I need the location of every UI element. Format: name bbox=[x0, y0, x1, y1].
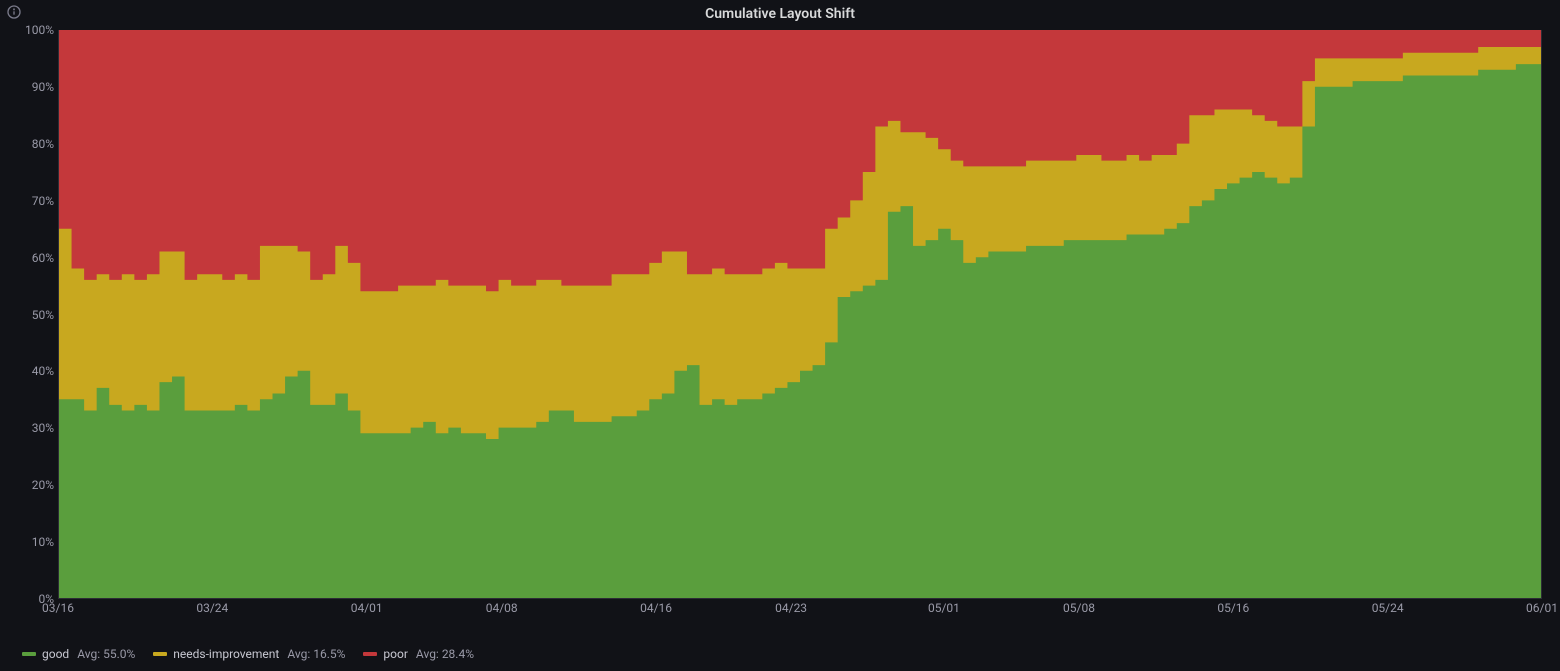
legend-item-needs[interactable]: needs-improvement Avg: 16.5% bbox=[153, 647, 345, 661]
x-tick-label: 04/08 bbox=[486, 601, 518, 615]
info-icon[interactable] bbox=[6, 4, 22, 20]
legend-swatch bbox=[22, 652, 36, 656]
legend-swatch bbox=[153, 652, 167, 656]
x-tick-label: 06/01 bbox=[1526, 601, 1558, 615]
y-tick-label: 20% bbox=[32, 478, 54, 492]
y-tick-label: 40% bbox=[32, 364, 54, 378]
y-tick-label: 80% bbox=[32, 137, 54, 151]
y-tick-label: 100% bbox=[25, 23, 54, 37]
legend: good Avg: 55.0% needs-improvement Avg: 16… bbox=[22, 647, 474, 661]
y-tick-label: 70% bbox=[32, 194, 54, 208]
legend-item-good[interactable]: good Avg: 55.0% bbox=[22, 647, 135, 661]
legend-stat: Avg: 55.0% bbox=[77, 647, 135, 661]
panel-title: Cumulative Layout Shift bbox=[0, 0, 1560, 28]
x-tick-label: 04/16 bbox=[640, 601, 672, 615]
x-tick-label: 04/01 bbox=[351, 601, 383, 615]
y-tick-label: 10% bbox=[32, 535, 54, 549]
legend-label: poor bbox=[383, 647, 408, 661]
plot-area[interactable] bbox=[58, 30, 1542, 599]
legend-label: needs-improvement bbox=[173, 647, 279, 661]
chart-panel: Cumulative Layout Shift 0%10%20%30%40%50… bbox=[0, 0, 1560, 671]
x-tick-label: 05/08 bbox=[1063, 601, 1095, 615]
chart-area: 0%10%20%30%40%50%60%70%80%90%100% 03/160… bbox=[20, 30, 1542, 619]
x-tick-label: 04/23 bbox=[775, 601, 807, 615]
x-tick-label: 05/16 bbox=[1217, 601, 1249, 615]
x-tick-label: 05/24 bbox=[1372, 601, 1404, 615]
y-tick-label: 30% bbox=[32, 421, 54, 435]
x-tick-label: 03/24 bbox=[196, 601, 228, 615]
legend-stat: Avg: 16.5% bbox=[287, 647, 345, 661]
x-tick-label: 05/01 bbox=[928, 601, 960, 615]
legend-swatch bbox=[363, 652, 377, 656]
x-tick-label: 03/16 bbox=[42, 601, 74, 615]
legend-item-poor[interactable]: poor Avg: 28.4% bbox=[363, 647, 474, 661]
x-axis: 03/1603/2404/0104/0804/1604/2305/0105/08… bbox=[58, 599, 1542, 619]
y-tick-label: 50% bbox=[32, 308, 54, 322]
panel-header: Cumulative Layout Shift bbox=[0, 0, 1560, 28]
legend-stat: Avg: 28.4% bbox=[416, 647, 474, 661]
y-tick-label: 90% bbox=[32, 80, 54, 94]
legend-label: good bbox=[42, 647, 69, 661]
y-tick-label: 60% bbox=[32, 251, 54, 265]
y-axis: 0%10%20%30%40%50%60%70%80%90%100% bbox=[20, 30, 58, 599]
